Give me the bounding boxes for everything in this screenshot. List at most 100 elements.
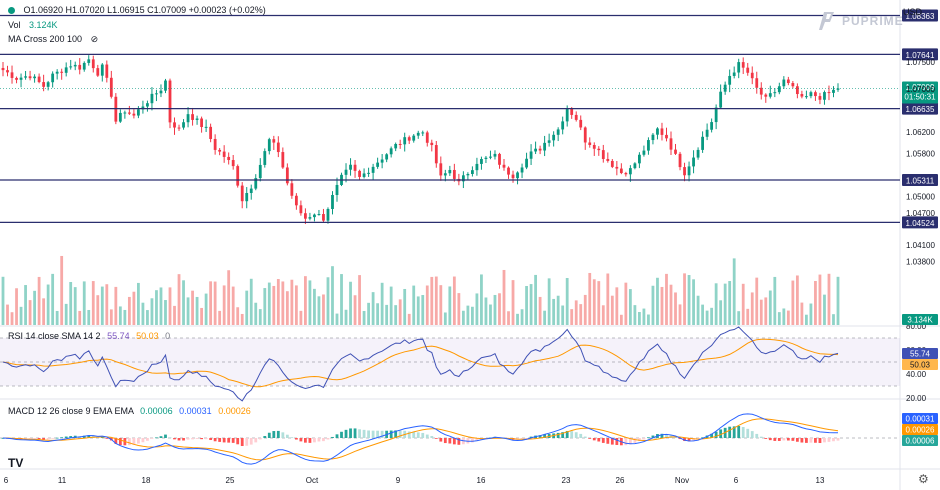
macd-histogram-bar xyxy=(114,438,118,444)
volume-bar xyxy=(272,285,276,325)
candle-body xyxy=(823,92,826,100)
candle-body xyxy=(28,76,32,79)
volume-bar xyxy=(109,309,113,325)
volume-bar xyxy=(141,302,145,325)
volume-bar xyxy=(28,300,32,325)
volume-bar xyxy=(276,279,280,325)
candle-body xyxy=(304,213,307,219)
volume-bar xyxy=(155,290,158,325)
macd-histogram-bar xyxy=(137,438,140,444)
axes: 1.07500 1.07000 1.06200 1.05800 1.05000 1.047… xyxy=(902,58,938,325)
macd-histogram-bar xyxy=(344,429,348,438)
macd-histogram-bar xyxy=(42,438,46,440)
macd-histogram-bar xyxy=(836,438,840,441)
volume-bar xyxy=(249,278,253,325)
volume-bar xyxy=(484,297,488,325)
level-lines: 1.08363 1.07641 1.06635 1.05311 1.04524 1.070… xyxy=(0,9,938,229)
candle-body xyxy=(105,64,109,78)
candle-body xyxy=(380,159,384,163)
candle-body xyxy=(443,173,447,176)
x-tick-label: Nov xyxy=(675,476,689,485)
macd-histogram-bar xyxy=(642,438,646,440)
volume-bar xyxy=(764,297,768,325)
candle-body xyxy=(836,88,840,90)
candle-body xyxy=(434,145,438,164)
volume-bar xyxy=(466,305,470,325)
x-tick-label: 26 xyxy=(616,476,625,485)
macd-histogram-bar xyxy=(520,438,524,440)
volume-bar xyxy=(723,283,727,325)
macd-histogram-bar xyxy=(588,438,592,439)
volume-bar xyxy=(516,313,519,325)
macd-histogram-bar xyxy=(331,436,334,438)
macd-histogram-bar xyxy=(448,438,452,444)
candle-body xyxy=(642,150,646,155)
candle-body xyxy=(705,129,709,137)
candle-body xyxy=(412,135,416,141)
candle-body xyxy=(628,168,632,175)
candle-body xyxy=(439,163,443,176)
candle-body xyxy=(385,154,389,160)
currency-label[interactable]: USD xyxy=(903,7,923,17)
macd-histogram-bar xyxy=(805,438,808,443)
candle-body xyxy=(416,132,420,136)
candle-body xyxy=(15,77,18,80)
volume-bar xyxy=(218,310,222,325)
volume-bar xyxy=(583,294,587,325)
macd-histogram-bar xyxy=(254,438,258,443)
volume-bar xyxy=(195,296,199,325)
volume-bar xyxy=(511,280,515,325)
candle-body xyxy=(701,136,704,150)
macd-histogram-bar xyxy=(416,432,420,438)
macd-histogram-bar xyxy=(294,438,298,440)
candle-body xyxy=(592,144,596,149)
candle-body xyxy=(719,91,723,108)
volume-bar xyxy=(380,282,384,325)
candle-body xyxy=(660,128,664,135)
macd-histogram-bar xyxy=(60,437,64,439)
macd-histogram-bar xyxy=(340,431,343,438)
candle-body xyxy=(33,76,36,79)
candle-body xyxy=(534,148,537,152)
macd-histogram-bar xyxy=(222,438,226,443)
macd-histogram-bar xyxy=(127,438,131,446)
candle-body xyxy=(6,70,9,73)
candle-body xyxy=(394,143,398,149)
candle-body xyxy=(313,214,316,218)
ma-legend[interactable]: MA Cross 200 100 ⊘ xyxy=(8,34,98,45)
eye-off-icon[interactable]: ⊘ xyxy=(90,34,99,44)
volume-bar xyxy=(304,276,307,325)
volume-bar xyxy=(258,309,262,325)
macd-histogram-bar xyxy=(367,430,370,438)
volume-bar xyxy=(313,288,316,325)
volume-bar xyxy=(173,305,176,325)
candle-body xyxy=(218,149,222,152)
volume-bar xyxy=(448,286,452,325)
gear-icon[interactable]: ⚙ xyxy=(918,472,929,486)
macd-line xyxy=(2,413,838,465)
macd-histogram-bar xyxy=(46,438,50,440)
candle-body xyxy=(764,94,768,97)
candle-body xyxy=(42,82,46,87)
macd-histogram-bar xyxy=(204,438,208,440)
candle-body xyxy=(583,127,587,143)
brand-name: PUPRIME xyxy=(842,14,904,28)
candle-body xyxy=(601,150,605,159)
candle-body xyxy=(511,174,515,179)
candle-body xyxy=(290,183,294,196)
volume-bar xyxy=(628,289,632,325)
macd-histogram-bar xyxy=(281,432,285,438)
candle-body xyxy=(773,92,777,94)
volume-bar xyxy=(836,276,840,325)
macd-histogram-bar xyxy=(814,438,817,443)
candle-body xyxy=(317,214,321,216)
macd-histogram-bar xyxy=(276,430,280,438)
rsi-value-tag xyxy=(902,348,938,359)
candle-body xyxy=(240,185,244,202)
candle-body xyxy=(285,167,289,184)
volume-bar xyxy=(525,285,528,325)
volume-bar xyxy=(51,273,55,325)
macd-histogram-bar xyxy=(737,426,741,438)
macd-histogram-bar xyxy=(317,438,321,442)
